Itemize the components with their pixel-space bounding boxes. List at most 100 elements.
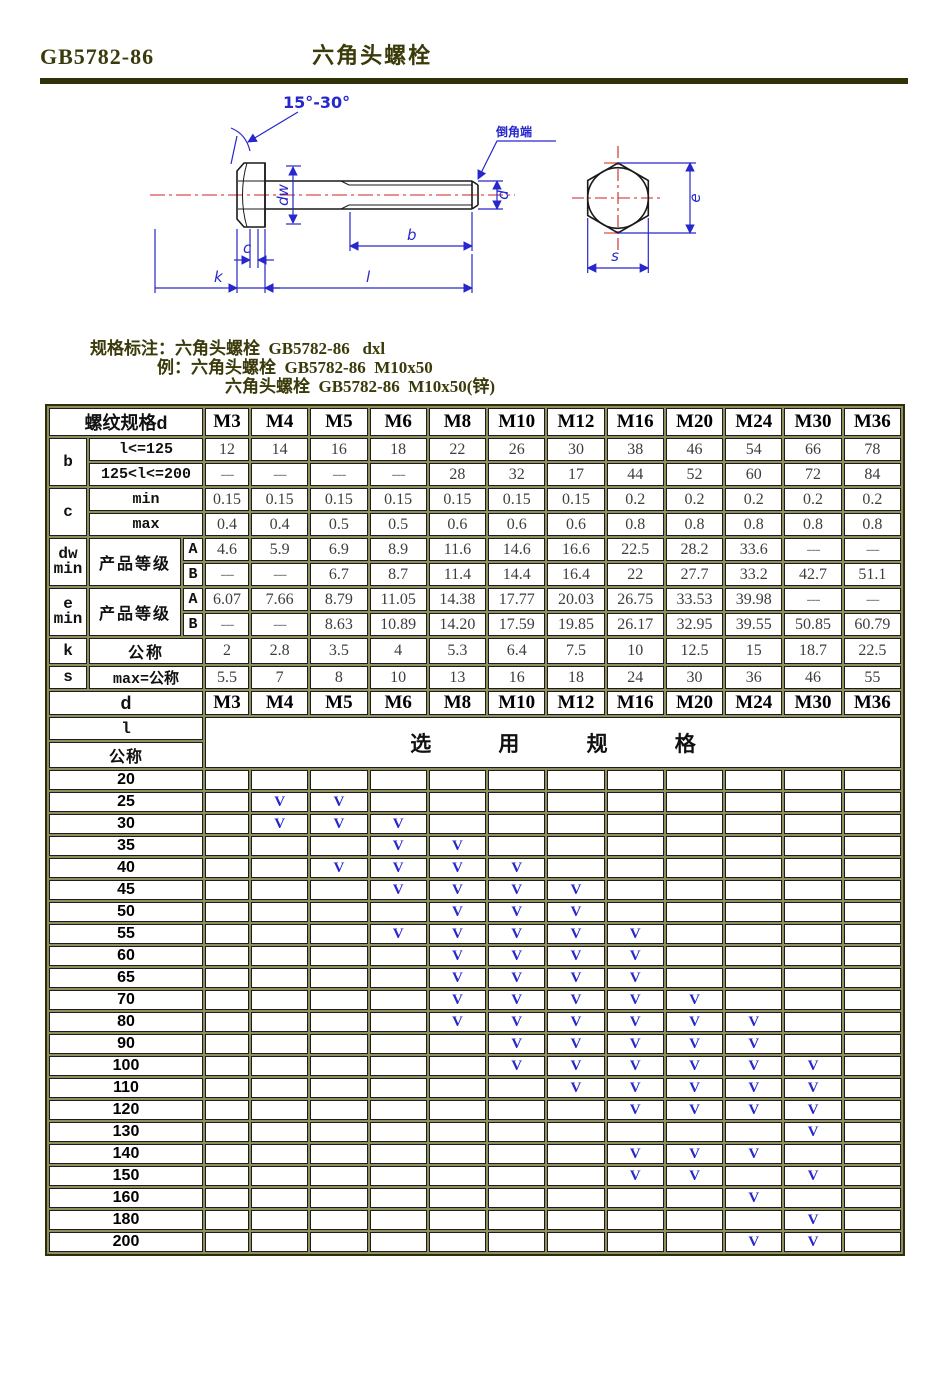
availability-mark: V xyxy=(547,1078,605,1098)
size-col-header: M24 xyxy=(725,691,783,715)
value-cell: 10 xyxy=(606,638,664,664)
empty-cell xyxy=(369,1078,427,1098)
value-cell: 44 xyxy=(606,463,664,486)
empty-cell xyxy=(369,1034,427,1054)
empty-cell xyxy=(547,1166,605,1186)
angle-label: 15°-30° xyxy=(283,93,350,112)
empty-cell xyxy=(665,792,724,812)
empty-cell xyxy=(547,1232,605,1252)
value-cell: 8.79 xyxy=(310,588,368,611)
availability-mark: V xyxy=(784,1166,842,1186)
value-cell: 39.98 xyxy=(725,588,783,611)
empty-cell xyxy=(251,990,309,1010)
value-cell: 11.4 xyxy=(428,563,487,586)
value-cell: 0.6 xyxy=(488,513,546,536)
empty-cell xyxy=(251,1056,309,1076)
empty-cell xyxy=(665,770,724,790)
empty-cell xyxy=(310,1210,368,1230)
empty-cell xyxy=(606,792,664,812)
value-cell: 51.1 xyxy=(843,563,901,586)
empty-cell xyxy=(665,858,724,878)
value-cell: 14.20 xyxy=(428,613,487,636)
availability-mark: V xyxy=(547,1034,605,1054)
value-cell: 54 xyxy=(725,438,783,461)
availability-mark: V xyxy=(725,1188,783,1208)
value-cell: --- xyxy=(251,463,309,486)
empty-cell xyxy=(843,1100,901,1120)
availability-mark: V xyxy=(606,1144,664,1164)
empty-cell xyxy=(784,858,842,878)
empty-cell xyxy=(784,792,842,812)
c-dim-label: c xyxy=(243,239,252,257)
empty-cell xyxy=(547,836,605,856)
grade-letter: A xyxy=(183,588,203,611)
empty-cell xyxy=(725,990,783,1010)
availability-mark: V xyxy=(547,924,605,944)
empty-cell xyxy=(843,836,901,856)
value-cell: 12 xyxy=(205,438,249,461)
empty-cell xyxy=(784,924,842,944)
availability-mark: V xyxy=(665,990,724,1010)
row-letter: e min xyxy=(49,588,87,636)
empty-cell xyxy=(205,792,249,812)
chamfer-leader xyxy=(477,140,556,180)
empty-cell xyxy=(251,858,309,878)
availability-mark: V xyxy=(606,990,664,1010)
value-cell: 55 xyxy=(843,666,901,689)
empty-cell xyxy=(251,946,309,966)
value-cell: --- xyxy=(205,563,249,586)
empty-cell xyxy=(251,770,309,790)
value-cell: --- xyxy=(310,463,368,486)
empty-cell xyxy=(488,1078,546,1098)
empty-cell xyxy=(843,880,901,900)
empty-cell xyxy=(547,1144,605,1164)
value-cell: 0.8 xyxy=(784,513,842,536)
empty-cell xyxy=(665,924,724,944)
value-cell: 14.4 xyxy=(488,563,546,586)
value-cell: 18 xyxy=(547,666,605,689)
empty-cell xyxy=(843,1210,901,1230)
availability-mark: V xyxy=(488,924,546,944)
value-cell: 6.07 xyxy=(205,588,249,611)
value-cell: 12.5 xyxy=(665,638,724,664)
grade-letter: A xyxy=(183,538,203,561)
empty-cell xyxy=(665,1232,724,1252)
value-cell: 27.7 xyxy=(665,563,724,586)
value-cell: 84 xyxy=(843,463,901,486)
availability-mark: V xyxy=(547,1056,605,1076)
chamfer-note-label: 倒角端 xyxy=(495,124,532,139)
value-cell: 14.38 xyxy=(428,588,487,611)
standard-code: GB5782-86 xyxy=(40,44,155,69)
empty-cell xyxy=(310,1144,368,1164)
availability-mark: V xyxy=(488,968,546,988)
row-letter: k xyxy=(49,638,87,664)
empty-cell xyxy=(205,1210,249,1230)
empty-cell xyxy=(251,1232,309,1252)
value-cell: --- xyxy=(784,588,842,611)
empty-cell xyxy=(843,1188,901,1208)
value-cell: 11.6 xyxy=(428,538,487,561)
length-label: 55 xyxy=(49,924,203,944)
empty-cell xyxy=(369,792,427,812)
size-col-header: M12 xyxy=(547,408,605,436)
value-cell: --- xyxy=(205,463,249,486)
row-letter: s xyxy=(49,666,87,689)
empty-cell xyxy=(205,1034,249,1054)
value-cell: 0.8 xyxy=(606,513,664,536)
empty-cell xyxy=(784,902,842,922)
empty-cell xyxy=(369,902,427,922)
value-cell: --- xyxy=(251,563,309,586)
empty-cell xyxy=(725,770,783,790)
empty-cell xyxy=(251,968,309,988)
availability-mark: V xyxy=(369,880,427,900)
value-cell: 14.6 xyxy=(488,538,546,561)
page-title: 六角头螺栓 xyxy=(312,43,433,68)
value-cell: 8.63 xyxy=(310,613,368,636)
value-cell: 0.15 xyxy=(251,488,309,511)
empty-cell xyxy=(784,1144,842,1164)
value-cell: 2 xyxy=(205,638,249,664)
availability-mark: V xyxy=(784,1122,842,1142)
row-desc: min xyxy=(89,488,203,511)
value-cell: 36 xyxy=(725,666,783,689)
row-desc: max xyxy=(89,513,203,536)
